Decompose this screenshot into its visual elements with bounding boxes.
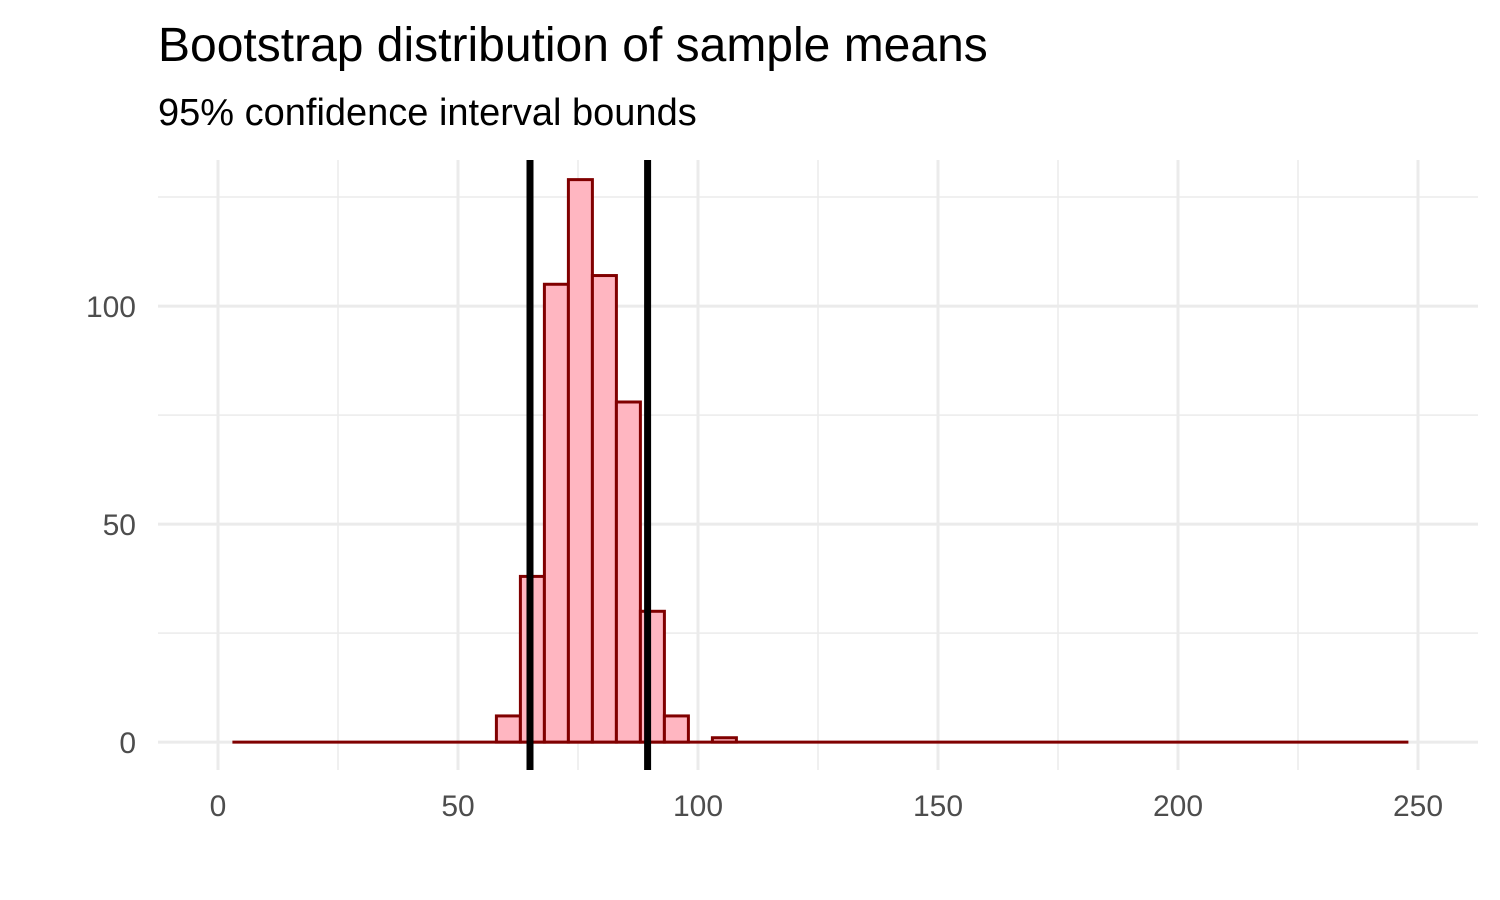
x-tick-label: 0 bbox=[210, 790, 227, 823]
histogram-bar bbox=[638, 609, 666, 744]
x-tick-label: 150 bbox=[913, 790, 963, 823]
histogram-bars bbox=[232, 178, 1409, 744]
x-tick-label: 100 bbox=[673, 790, 723, 823]
histogram-bar bbox=[542, 282, 570, 744]
x-tick-label: 200 bbox=[1153, 790, 1203, 823]
grid bbox=[158, 160, 1478, 770]
histogram-bar bbox=[614, 400, 642, 744]
y-tick-label: 0 bbox=[119, 727, 136, 760]
axis-labels: 0 50 100 150 200 250 0 50 100 bbox=[86, 291, 1443, 823]
y-tick-label: 50 bbox=[103, 509, 136, 542]
x-tick-label: 250 bbox=[1393, 790, 1443, 823]
histogram-bar bbox=[662, 714, 690, 744]
chart-title: Bootstrap distribution of sample means bbox=[158, 19, 988, 72]
histogram-bar bbox=[566, 178, 594, 744]
histogram-bar bbox=[590, 274, 618, 744]
histogram-bar bbox=[710, 736, 738, 744]
y-tick-label: 100 bbox=[86, 291, 136, 324]
histogram-bar bbox=[494, 714, 522, 744]
x-tick-label: 50 bbox=[441, 790, 474, 823]
confidence-interval-lines bbox=[526, 160, 652, 770]
chart-subtitle: 95% confidence interval bounds bbox=[158, 92, 697, 134]
